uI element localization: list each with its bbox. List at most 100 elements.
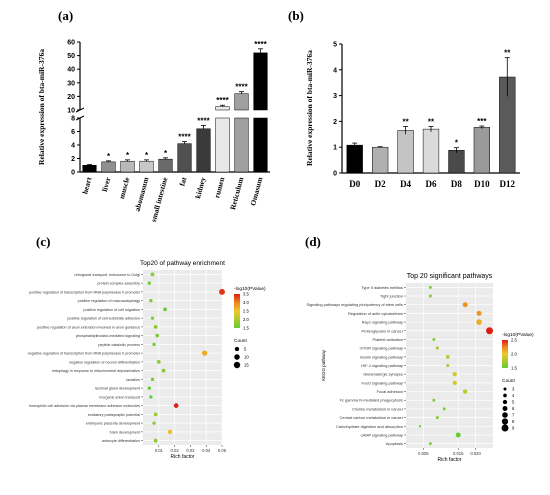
panel-label-c: (c): [36, 234, 50, 249]
data-point: [435, 416, 439, 420]
size-legend-label: 10: [244, 355, 249, 360]
color-legend-tick: 2.5: [511, 338, 517, 343]
axis-break: [75, 107, 85, 113]
pathway-label: embryonic placenta development: [86, 422, 140, 426]
chart-title: Top 20 significant pathways: [407, 273, 493, 280]
pathway-label: peptide catabolic process: [98, 343, 140, 347]
pathway-label: Rap1 signaling pathway: [362, 320, 403, 325]
pathway-label: phosphatidylinositol-mediated signaling: [76, 334, 140, 338]
data-point: [149, 298, 153, 303]
y-tick-label: 40: [67, 67, 75, 74]
y-tick-label: 8: [71, 116, 75, 123]
pathway-label: positive regulation of macroautophagy: [78, 299, 140, 303]
bar: [253, 117, 268, 173]
size-legend-label: 15: [244, 363, 249, 368]
data-point: [147, 281, 151, 285]
y-tick-label: 4: [71, 143, 75, 150]
y-tick-label: 3: [333, 93, 337, 100]
x-tick-label: D4: [400, 179, 411, 189]
x-tick-label: 0.03: [186, 448, 195, 453]
y-tick-label: 20: [67, 94, 75, 101]
data-point: [432, 398, 436, 402]
pathway-label: positive regulation of cell-substrate ad…: [67, 317, 140, 321]
significance-label: ****: [197, 116, 210, 125]
size-legend-dot: [503, 393, 507, 398]
data-point: [476, 310, 482, 316]
data-point: [418, 425, 422, 428]
data-point: [147, 386, 151, 390]
color-legend-title: -log10(PValue): [234, 286, 266, 292]
size-legend-dot: [503, 387, 507, 391]
pathway-label: lacrimal gland development: [95, 387, 140, 391]
size-legend-label: 4: [512, 393, 515, 398]
data-point: [150, 272, 155, 277]
pathway-label: Choline metabolism in cancer: [352, 406, 404, 411]
data-point: [167, 429, 173, 435]
color-legend-bar: [502, 340, 508, 368]
pathway-label: negative regulation of neuron differenti…: [69, 360, 140, 364]
color-legend-tick: 2.0: [243, 317, 249, 322]
data-point: [446, 364, 450, 367]
pathway-label: cAMP signaling pathway: [361, 432, 403, 437]
color-legend-title: -log10(PValue): [502, 332, 534, 338]
size-legend-title: Count: [234, 338, 247, 344]
pathway-label: Signaling pathways regulating pluripoten…: [307, 302, 404, 307]
pathway-label: negative regulation of transcription fro…: [28, 352, 141, 356]
color-legend-tick: 1.5: [243, 326, 249, 331]
pathway-label: Focal adhesion: [377, 389, 403, 394]
data-point: [476, 319, 482, 325]
data-point: [432, 337, 436, 341]
data-point: [486, 327, 493, 335]
y-tick-label: 5: [333, 42, 337, 49]
x-tick-label: heart: [80, 176, 93, 195]
size-legend-dot: [501, 418, 509, 425]
significance-label: ****: [235, 83, 248, 92]
size-legend-dot: [502, 399, 508, 405]
color-legend-bar: [234, 294, 240, 328]
bar: [215, 106, 230, 111]
data-point: [173, 403, 179, 408]
x-tick-label: D0: [349, 179, 360, 189]
data-point: [455, 432, 461, 438]
y-tick-label: 30: [67, 80, 75, 87]
pathway-label: Glutamatergic synapse: [363, 372, 403, 377]
size-legend-label: 5: [512, 400, 515, 405]
x-tick-label: muscle: [117, 176, 132, 200]
x-tick-label: Reticulum: [228, 175, 246, 210]
pathway-label: retrograde transport, endosome to Golgi: [74, 273, 140, 277]
x-tick-label: D6: [426, 179, 437, 189]
data-point: [452, 380, 457, 386]
y-tick-label: 0: [333, 171, 337, 178]
bar: [253, 52, 268, 111]
pathway-label: Insulin signaling pathway: [360, 354, 403, 359]
y-tick-label: 0: [71, 170, 75, 177]
data-point: [149, 395, 153, 399]
y-tick-label: 4: [333, 67, 337, 74]
color-legend-tick: 3.0: [243, 300, 249, 305]
data-point: [428, 294, 432, 298]
size-legend-dot: [233, 361, 241, 369]
x-tick-label: 0.01: [155, 448, 164, 453]
data-point: [201, 350, 208, 356]
axis-break: [75, 115, 85, 121]
bar: [234, 93, 249, 111]
chart-b: 0 1 2 3 4 5 Relative expression of bta-miR-376…: [305, 42, 520, 189]
pathway-label: brain development: [110, 430, 140, 434]
x-tick-label: fat: [177, 176, 188, 187]
significance-label: ***: [477, 117, 487, 126]
x-axis-label: Rich factor: [438, 457, 462, 463]
bar: [139, 160, 154, 173]
size-legend-dot: [502, 406, 508, 411]
x-tick-label: 0.04: [202, 448, 211, 453]
size-legend-dot: [234, 354, 240, 360]
bar: [196, 128, 211, 173]
size-legend-title: Count: [502, 378, 515, 384]
y-axis-label: Relative expression of bta-miR-376a: [37, 49, 46, 165]
size-legend-label: 3: [512, 387, 515, 392]
bar: [215, 117, 230, 173]
x-tick-label: abomasum: [133, 175, 151, 212]
x-tick-label: D2: [375, 179, 386, 189]
significance-label: *: [107, 152, 111, 161]
data-point: [435, 346, 439, 350]
